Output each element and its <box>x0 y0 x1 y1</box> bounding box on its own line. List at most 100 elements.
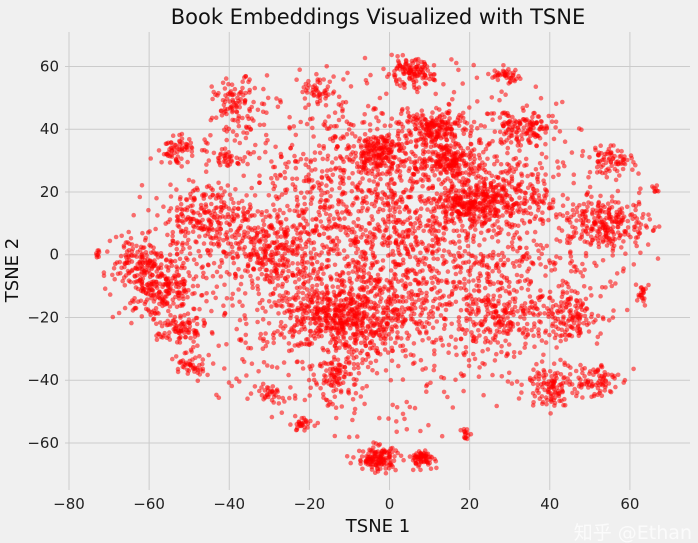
data-point <box>430 280 435 286</box>
data-point <box>332 110 338 115</box>
data-point <box>373 187 379 192</box>
data-point <box>568 254 574 259</box>
data-point <box>282 175 288 181</box>
data-point <box>338 136 344 141</box>
data-point <box>420 268 425 273</box>
data-point <box>245 113 250 119</box>
data-point <box>192 187 197 193</box>
data-point <box>481 149 486 155</box>
data-point <box>560 203 566 208</box>
data-point <box>453 271 459 277</box>
data-point <box>167 252 173 257</box>
data-point <box>625 225 631 230</box>
data-point <box>406 290 412 296</box>
data-point <box>248 273 253 279</box>
data-point <box>498 257 504 263</box>
data-point <box>236 226 242 231</box>
data-point <box>245 161 250 167</box>
data-point <box>537 161 543 166</box>
data-point <box>444 170 450 175</box>
data-point <box>188 203 193 209</box>
data-point <box>324 244 329 249</box>
data-point <box>249 185 254 191</box>
data-point <box>259 210 265 215</box>
data-point <box>563 280 569 285</box>
data-point <box>646 282 651 288</box>
data-point <box>416 225 421 231</box>
data-point <box>293 165 299 171</box>
data-point <box>350 159 355 165</box>
data-point <box>226 206 232 211</box>
data-point <box>231 92 237 97</box>
data-point <box>499 273 505 278</box>
data-point <box>324 183 329 188</box>
data-point <box>266 299 272 304</box>
data-point <box>167 337 173 342</box>
data-point <box>332 433 338 439</box>
data-point <box>412 159 418 164</box>
data-point <box>222 146 228 151</box>
data-point <box>419 194 424 199</box>
data-point <box>338 103 344 108</box>
data-point <box>456 250 461 256</box>
data-point <box>365 364 371 370</box>
data-point <box>364 383 370 389</box>
data-point <box>382 145 387 150</box>
data-point <box>519 136 525 142</box>
data-point <box>614 271 620 276</box>
data-point <box>312 255 317 261</box>
data-point <box>471 262 477 267</box>
data-point <box>469 128 474 133</box>
data-point <box>299 327 304 332</box>
data-point <box>308 190 313 195</box>
data-point <box>139 183 145 188</box>
data-point <box>572 289 578 294</box>
data-point <box>468 293 474 299</box>
data-point <box>222 366 227 371</box>
data-point <box>225 183 231 188</box>
data-point <box>485 347 491 352</box>
data-point <box>304 310 309 316</box>
data-point <box>373 358 379 364</box>
data-point <box>224 137 229 143</box>
data-point <box>498 162 504 167</box>
data-point <box>404 268 409 273</box>
data-point <box>608 279 613 285</box>
data-point <box>230 291 236 297</box>
data-point <box>278 99 284 105</box>
data-point <box>266 193 272 198</box>
data-point <box>309 168 315 173</box>
data-point <box>417 319 423 324</box>
data-point <box>351 220 357 225</box>
data-point <box>416 85 422 90</box>
data-point <box>525 277 530 282</box>
data-point <box>406 209 412 215</box>
data-point <box>194 239 199 245</box>
data-point <box>360 205 366 211</box>
data-point <box>436 241 442 247</box>
data-point <box>342 216 347 221</box>
data-point <box>269 159 274 164</box>
data-point <box>395 133 401 139</box>
data-point <box>341 77 346 82</box>
data-point <box>333 165 339 171</box>
data-point <box>418 428 423 434</box>
data-point <box>232 138 238 143</box>
data-point <box>565 196 570 201</box>
data-point <box>424 389 429 395</box>
data-point <box>536 133 541 139</box>
data-point <box>294 285 300 291</box>
data-point <box>330 284 336 289</box>
data-point <box>594 341 600 346</box>
data-point <box>226 156 232 161</box>
data-point <box>462 281 467 287</box>
data-point <box>343 209 349 214</box>
data-point <box>301 178 307 184</box>
data-point <box>242 99 248 105</box>
data-point <box>289 309 294 314</box>
data-point <box>272 164 278 170</box>
data-point <box>367 221 373 226</box>
data-point <box>326 216 332 222</box>
data-point <box>431 367 437 373</box>
data-point <box>436 228 441 234</box>
